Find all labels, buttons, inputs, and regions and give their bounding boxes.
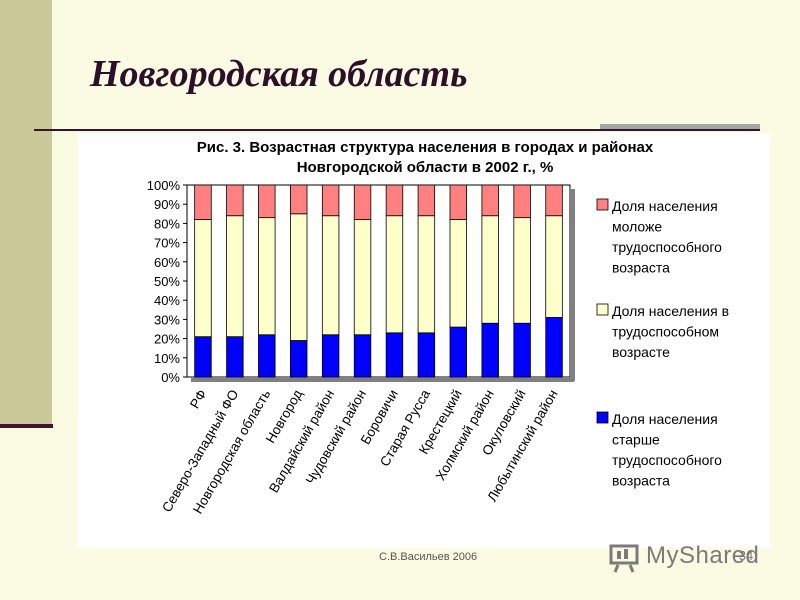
y-tick-label: 70% [154, 236, 180, 251]
plot-area: 0%10%20%30%40%50%60%70%80%90%100%РФСевер… [147, 178, 575, 516]
bar-segment [385, 332, 404, 378]
bar-segment [290, 213, 308, 341]
left-decor-bar [0, 0, 52, 428]
footer-author: С.В.Васильев 2006 [379, 551, 478, 563]
logo-text: MyShared [646, 542, 760, 569]
bar-segment [417, 215, 436, 334]
y-tick-label: 20% [154, 332, 180, 347]
y-tick-label: 80% [154, 216, 180, 231]
y-tick-label: 50% [154, 274, 180, 289]
bar-segment [513, 217, 531, 324]
bar-segment [513, 322, 531, 378]
plot-shadow-bottom [191, 377, 574, 382]
bar-segment [449, 184, 467, 220]
bar-segment [321, 184, 340, 217]
bar-segment [258, 217, 276, 336]
bar-segment [258, 334, 276, 378]
left-decor-line [0, 424, 53, 428]
legend-label-line: моложе [612, 219, 662, 235]
bar-segment [290, 184, 308, 215]
bar-segment [290, 340, 308, 378]
legend-label-line: трудоспособного [612, 239, 722, 255]
bar-segment [385, 184, 404, 217]
bar-segment [481, 215, 499, 324]
legend-label-line: трудоспособном [612, 324, 719, 340]
plot-shadow-right [570, 189, 575, 381]
y-tick-label: 40% [154, 293, 180, 308]
y-tick-label: 10% [154, 351, 180, 366]
legend-label-line: старше [612, 432, 660, 448]
slide-title: Новгородская область [90, 53, 468, 95]
bar-segment [258, 184, 276, 219]
legend-label-line: Доля населения [612, 411, 718, 427]
legend-swatch [596, 198, 609, 211]
bar-segment [226, 336, 244, 378]
bar-segment [513, 184, 531, 219]
bar-segment [481, 322, 499, 378]
bar-segment [226, 215, 244, 338]
bar-segment [194, 336, 212, 378]
bar-segment [321, 215, 340, 336]
title-rule [34, 129, 760, 131]
y-tick-label: 30% [154, 312, 180, 327]
page-number: 34 [739, 548, 753, 563]
y-tick-label: 100% [147, 178, 181, 193]
title-accent-bar [600, 124, 760, 130]
bar-segment [353, 334, 372, 378]
logo-icon [609, 544, 639, 573]
y-tick-label: 60% [154, 255, 180, 270]
plot-frame [186, 184, 571, 378]
bar-segment [545, 184, 563, 217]
legend-label-line: возраста [612, 260, 670, 276]
bar-segment [449, 326, 467, 378]
bar-segment [449, 219, 467, 328]
bar-segment [417, 332, 436, 378]
x-category-label: РФ [187, 387, 210, 411]
legend-label-line: возраста [612, 473, 670, 489]
bar-segment [353, 219, 372, 336]
legend: Доля населения моложе трудоспособного возра… [596, 198, 753, 563]
y-tick-label: 0% [161, 370, 180, 385]
legend-label-line: возрасте [612, 344, 670, 360]
legend-swatch [596, 303, 609, 316]
bar-segment [353, 184, 372, 220]
bar-segment [545, 215, 563, 318]
legend-label-line: Доля населения в [612, 303, 729, 319]
bar-segment [321, 334, 340, 378]
chart-title-line1: Рис. 3. Возрастная структура населения в… [197, 139, 654, 156]
bar-segment [417, 184, 436, 217]
legend-swatch [596, 411, 609, 424]
chart-title-line2: Новгородской области в 2002 г., % [297, 159, 554, 176]
bar-segment [226, 184, 244, 217]
bar-segment [545, 317, 563, 378]
bar-segment [481, 184, 499, 217]
y-tick-label: 90% [154, 197, 180, 212]
myshared-logo: MyShared [608, 540, 778, 574]
bar-segment [194, 219, 212, 338]
legend-label-line: трудоспособного [612, 452, 722, 468]
legend-label-line: Доля населения [612, 198, 718, 214]
bar-segment [194, 184, 212, 220]
bar-segment [385, 215, 404, 334]
